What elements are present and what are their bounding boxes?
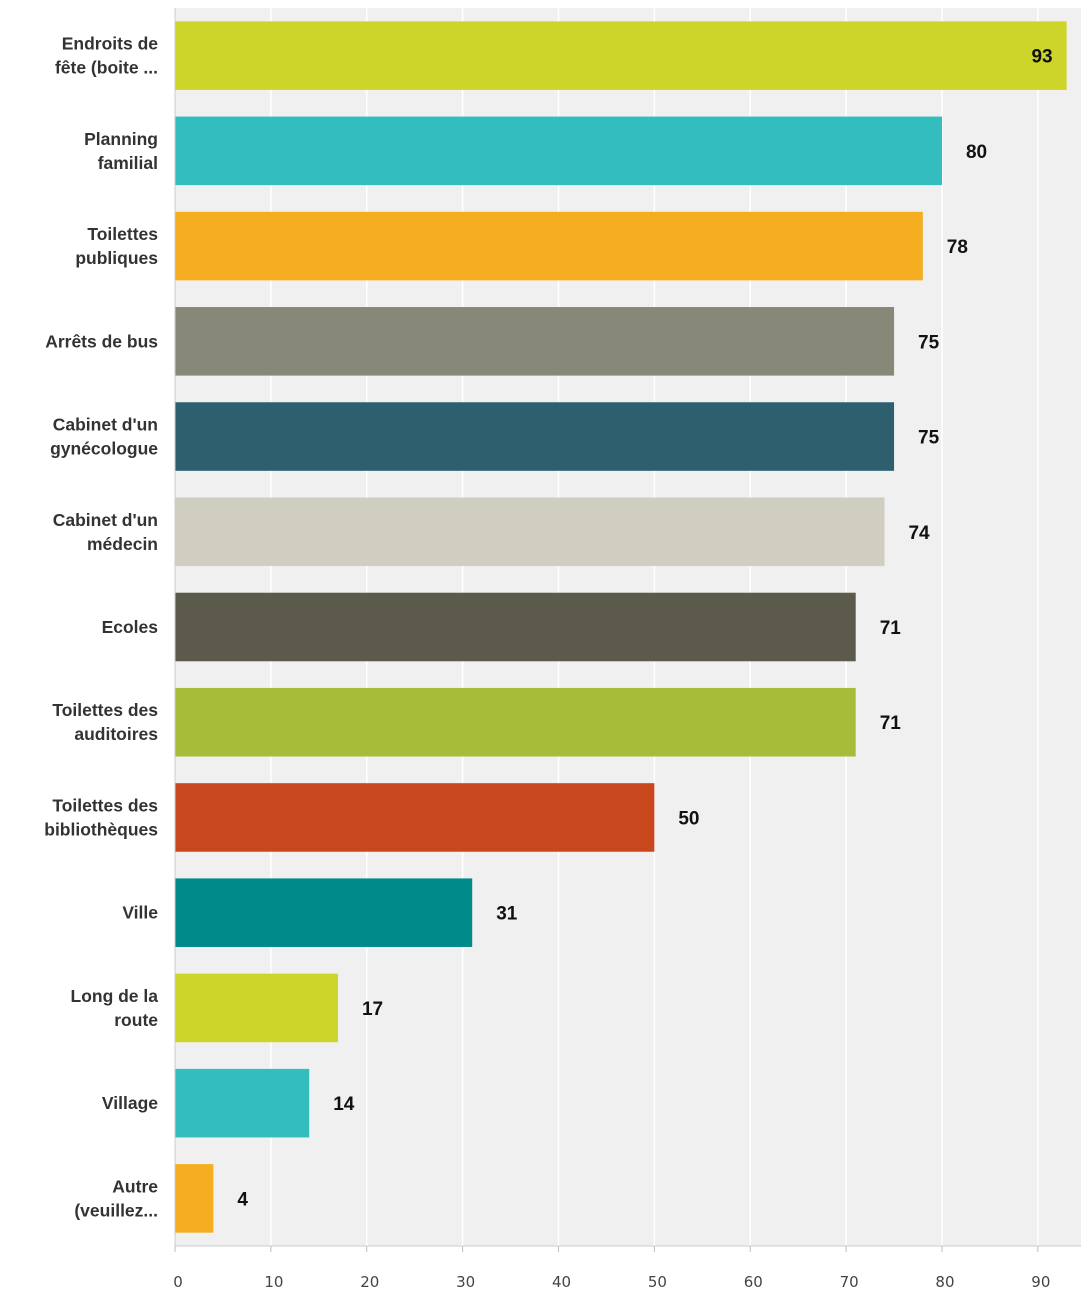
value-label: 75: [918, 332, 940, 353]
value-label: 78: [947, 237, 968, 258]
category-label: Cabinet d'un gynécologue: [50, 415, 158, 459]
category-label: Planning familial: [84, 129, 158, 173]
value-label: 31: [496, 904, 518, 925]
bar: [175, 402, 895, 471]
x-tick-label: 20: [360, 1273, 379, 1291]
category-label: Toilettes des auditoires: [52, 700, 158, 744]
bar: [175, 592, 856, 662]
bar: [175, 307, 895, 376]
category-label: Village: [102, 1093, 158, 1113]
category-label: Autre (veuillez...: [74, 1176, 158, 1220]
x-tick-label: 0: [173, 1273, 183, 1291]
x-tick-label: 60: [744, 1273, 763, 1291]
value-label: 71: [880, 713, 902, 734]
value-label: 75: [918, 428, 940, 449]
value-label: 4: [237, 1189, 248, 1210]
bar: [175, 878, 473, 947]
value-label: 74: [908, 523, 930, 544]
x-tick-label: 40: [552, 1273, 571, 1291]
category-label: Arrêts de bus: [45, 331, 158, 351]
x-tick-label: 30: [456, 1273, 475, 1291]
category-label: Ville: [122, 903, 158, 923]
category-label: Toilettes des bibliothèques: [44, 795, 158, 839]
bar: [175, 116, 942, 186]
x-tick-label: 70: [840, 1273, 859, 1291]
value-label: 50: [678, 808, 699, 829]
bar: [175, 211, 923, 281]
bar: [175, 687, 856, 757]
category-label: Toilettes publiques: [75, 224, 158, 268]
value-label: 14: [333, 1094, 355, 1115]
bar: [175, 1164, 214, 1233]
bar: [175, 21, 1067, 90]
bar: [175, 973, 338, 1043]
value-labels: 93 80 78 75 75 74 71 71 50 31 17 14 4: [237, 47, 1052, 1211]
category-label: Cabinet d'un médecin: [53, 510, 158, 554]
bar: [175, 497, 885, 567]
bar: [175, 783, 655, 852]
category-labels: Endroits de fête (boite ... Planning famili…: [44, 34, 158, 1221]
bars: [175, 21, 1067, 1233]
category-label: Endroits de fête (boite ...: [55, 34, 158, 78]
bar: [175, 1068, 310, 1138]
value-label: 80: [966, 142, 987, 163]
x-tick-label: 10: [264, 1273, 283, 1291]
category-label: Ecoles: [102, 617, 159, 637]
x-tick-label: 90: [1031, 1273, 1050, 1291]
category-label: Long de la route: [71, 986, 159, 1030]
x-tick-label: 80: [935, 1273, 954, 1291]
value-label: 71: [880, 618, 902, 639]
value-label: 17: [362, 999, 383, 1020]
value-label: 93: [1031, 47, 1052, 68]
x-tick-label: 50: [648, 1273, 667, 1291]
x-axis-ticks: 0 10 20 30 40 50 60 70 80 90: [173, 1246, 1050, 1291]
